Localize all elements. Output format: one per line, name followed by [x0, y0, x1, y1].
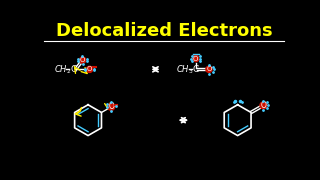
Circle shape [80, 57, 86, 63]
Text: O: O [260, 101, 267, 110]
Circle shape [206, 66, 212, 72]
Circle shape [108, 103, 115, 110]
Circle shape [260, 102, 267, 109]
Text: O: O [80, 57, 85, 63]
Text: O: O [87, 66, 92, 72]
Text: C: C [193, 65, 199, 74]
Text: C: C [70, 65, 76, 74]
Text: O: O [206, 66, 212, 72]
Circle shape [193, 55, 199, 62]
Text: O: O [193, 56, 198, 62]
Text: O: O [108, 102, 114, 111]
Text: $CH_3$: $CH_3$ [176, 63, 193, 76]
Text: Delocalized Electrons: Delocalized Electrons [56, 22, 272, 40]
Text: $CH_2$: $CH_2$ [54, 63, 71, 76]
Circle shape [86, 66, 93, 72]
